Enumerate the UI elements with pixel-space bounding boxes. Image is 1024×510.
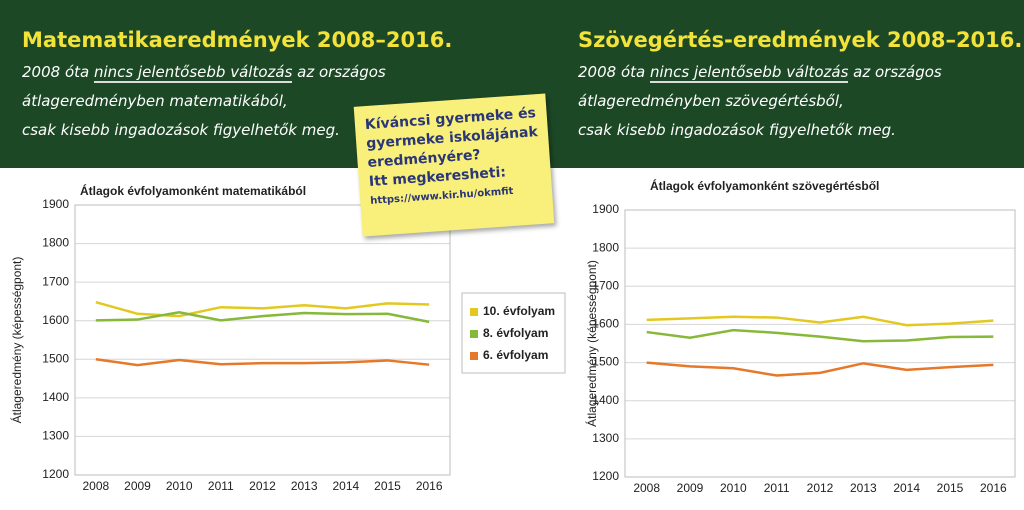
series-line xyxy=(95,310,430,324)
x-tick-label: 2009 xyxy=(124,479,151,493)
y-tick-label: 1300 xyxy=(592,431,619,445)
header-panel: Matematikaeredmények 2008–2016. 2008 óta… xyxy=(22,22,452,145)
y-tick-label: 1600 xyxy=(592,317,619,331)
legend-box xyxy=(461,292,566,374)
series-line xyxy=(646,315,994,327)
panel-title: Szövegértés-eredmények 2008–2016. xyxy=(578,28,1023,52)
panel-title: Matematikaeredmények 2008–2016. xyxy=(22,28,453,52)
series-line xyxy=(646,361,994,377)
x-tick-label: 2016 xyxy=(416,479,443,493)
x-tick-label: 2015 xyxy=(937,481,964,495)
x-tick-label: 2010 xyxy=(166,479,193,493)
x-tick-label: 2011 xyxy=(764,481,790,495)
legend-label: 10. évfolyam xyxy=(483,304,555,318)
y-tick-label: 1600 xyxy=(42,313,69,327)
x-tick-label: 2014 xyxy=(332,479,359,493)
y-tick-label: 1300 xyxy=(42,429,69,443)
y-axis-label: Átlageredmény (képességpont) xyxy=(584,260,599,427)
sticky-note: Kíváncsi gyermeke és gyermeke iskolájána… xyxy=(353,93,555,237)
panel-line: csak kisebb ingadozások figyelhetők meg. xyxy=(578,121,896,139)
x-tick-label: 2015 xyxy=(374,479,401,493)
x-tick-label: 2012 xyxy=(807,481,834,495)
y-tick-label: 1500 xyxy=(592,355,619,369)
y-tick-label: 1900 xyxy=(592,202,619,216)
x-tick-label: 2008 xyxy=(633,481,660,495)
y-tick-label: 1400 xyxy=(592,393,619,407)
text: 2008 óta xyxy=(22,63,90,81)
panel-line: 2008 óta nincs jelentősebb változás az o… xyxy=(22,58,452,87)
y-tick-label: 1800 xyxy=(592,240,619,254)
chart-title: Átlagok évfolyamonként matematikából xyxy=(80,183,306,198)
text: 2008 óta xyxy=(578,63,646,81)
y-tick-label: 1800 xyxy=(42,236,69,250)
highlight: nincs jelentősebb változás xyxy=(649,63,849,83)
highlight: nincs jelentősebb változás xyxy=(93,63,293,83)
legend-swatch xyxy=(470,352,478,360)
header-panel: Szövegértés-eredmények 2008–2016. 2008 ó… xyxy=(578,22,1022,145)
panel-line: 2008 óta nincs jelentősebb változás az o… xyxy=(578,58,1022,87)
chart-title: Átlagok évfolyamonként szövegértésből xyxy=(650,178,879,193)
x-tick-label: 2013 xyxy=(291,479,318,493)
panel-line: átlageredményben szövegértésből, xyxy=(578,92,844,110)
x-tick-label: 2011 xyxy=(208,479,234,493)
y-tick-label: 1900 xyxy=(42,197,69,211)
legend-swatch xyxy=(470,330,478,338)
series-line xyxy=(646,328,994,343)
x-tick-label: 2009 xyxy=(677,481,704,495)
panel-line: csak kisebb ingadozások figyelhetők meg. xyxy=(22,121,340,139)
series-line xyxy=(95,358,430,367)
legend-label: 6. évfolyam xyxy=(483,348,548,362)
y-tick-label: 1400 xyxy=(42,390,69,404)
y-tick-label: 1500 xyxy=(42,351,69,365)
x-tick-label: 2013 xyxy=(850,481,877,495)
x-tick-label: 2014 xyxy=(893,481,920,495)
series-line xyxy=(95,300,430,318)
header: Matematikaeredmények 2008–2016. 2008 óta… xyxy=(0,0,1024,168)
plot-frame xyxy=(74,204,451,476)
y-tick-label: 1700 xyxy=(42,274,69,288)
x-tick-label: 2008 xyxy=(82,479,109,493)
y-axis-label: Átlageredmény (képességpont) xyxy=(9,257,24,424)
y-tick-label: 1200 xyxy=(592,469,619,483)
x-tick-label: 2012 xyxy=(249,479,276,493)
x-tick-label: 2010 xyxy=(720,481,747,495)
y-tick-label: 1200 xyxy=(42,467,69,481)
plot-frame xyxy=(624,209,1016,478)
legend-label: 8. évfolyam xyxy=(483,326,548,340)
legend-swatch xyxy=(470,308,478,316)
y-tick-label: 1700 xyxy=(592,278,619,292)
text: az országos xyxy=(853,63,942,81)
panel-line: átlageredményben matematikából, xyxy=(22,92,288,110)
text: az országos xyxy=(297,63,386,81)
x-tick-label: 2016 xyxy=(980,481,1007,495)
